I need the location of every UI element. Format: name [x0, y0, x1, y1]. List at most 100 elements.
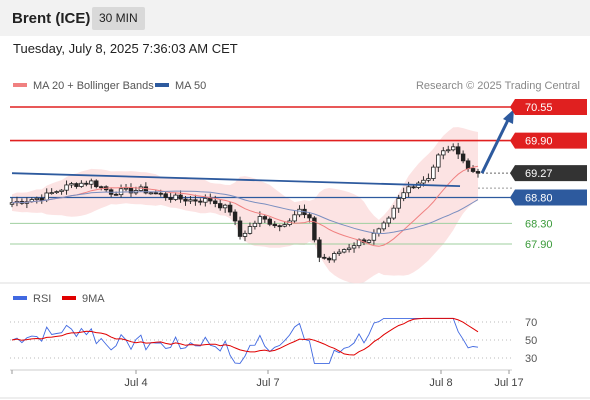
candle-body-37 [193, 199, 198, 202]
ma50-line [11, 190, 479, 234]
candle-body-29 [153, 192, 158, 195]
candle-body-45 [232, 211, 238, 222]
candle-body-61 [312, 217, 317, 241]
rsi-level-label-0: 70 [525, 317, 537, 329]
candle-body-30 [158, 192, 163, 195]
level-tag-2 [510, 165, 587, 182]
candle-body-88 [446, 149, 451, 152]
legend-ma9: 9MA [62, 293, 105, 305]
instrument-title: Brent (ICE) [12, 10, 91, 27]
candle-body-68 [346, 247, 352, 250]
candle-body-50 [257, 216, 263, 224]
candle-body-40 [208, 197, 213, 202]
ma20-line [11, 165, 479, 247]
candle-body-67 [341, 249, 347, 253]
legend-ma9-label: 9MA [82, 293, 105, 305]
rsi-swatch [13, 296, 27, 301]
candle-body-43 [222, 204, 228, 209]
candle-body-90 [455, 146, 461, 155]
candle-body-52 [267, 218, 272, 225]
legend-rsi-label: RSI [33, 293, 52, 305]
candle-body-76 [386, 217, 391, 224]
candle-body-23 [123, 187, 129, 190]
bollinger-band [12, 127, 478, 284]
candle-body-13 [74, 183, 79, 187]
trendline [11, 172, 461, 187]
candle-body-17 [94, 180, 99, 188]
rsi-line [11, 317, 479, 364]
candle-body-66 [336, 251, 342, 254]
timeframe-button[interactable]: 30 MIN [92, 7, 145, 30]
candle-body-55 [282, 224, 287, 227]
rsi-level-label-2: 30 [525, 353, 537, 365]
candle-body-5 [34, 197, 39, 200]
rsi-ma9-line [11, 317, 479, 356]
level-tag-0 [510, 99, 587, 115]
candle-body-42 [218, 203, 223, 209]
candle-body-80 [406, 186, 411, 194]
candle-body-36 [188, 199, 193, 202]
legend-ma20: MA 20 + Bollinger Bands [13, 80, 154, 92]
chart-datetime: Tuesday, July 8, 2025 7:36:03 AM CET [13, 41, 238, 56]
x-label-0: Jul 4 [124, 377, 147, 389]
candle-body-94 [475, 171, 481, 174]
candle-body-6 [39, 197, 44, 201]
candle-body-63 [322, 256, 327, 259]
candle-body-85 [431, 166, 436, 179]
candle-body-7 [44, 192, 49, 201]
legend-rsi: RSI [13, 293, 51, 305]
candle-body-57 [292, 214, 297, 222]
ma50-swatch [155, 83, 169, 88]
candle-body-34 [178, 194, 183, 200]
candle-body-46 [237, 220, 243, 237]
candle-body-81 [411, 186, 416, 189]
ma9-swatch [62, 296, 76, 301]
candle-body-60 [307, 214, 312, 219]
level-tag-3 [510, 189, 587, 206]
level-label-2: 69.27 [525, 168, 553, 180]
candle-body-78 [396, 198, 401, 209]
candle-body-89 [451, 146, 456, 151]
candle-body-74 [376, 228, 382, 234]
candle-body-51 [262, 216, 268, 220]
candle-body-38 [198, 200, 203, 203]
candle-body-11 [64, 184, 69, 191]
candle-body-54 [277, 225, 282, 228]
candle-body-83 [421, 179, 426, 184]
level-label-5: 67.90 [525, 239, 553, 251]
candle-body-92 [465, 160, 471, 169]
candle-body-79 [401, 192, 406, 199]
candle-body-58 [297, 208, 302, 216]
candle-body-14 [79, 182, 84, 187]
candle-body-10 [59, 189, 64, 192]
candle-body-16 [89, 180, 94, 185]
candle-body-0 [9, 202, 15, 205]
legend-ma50-label: MA 50 [175, 80, 207, 92]
x-label-2: Jul 8 [429, 377, 452, 389]
candle-body-27 [143, 186, 149, 194]
candle-body-12 [69, 183, 74, 186]
candle-body-49 [252, 222, 258, 227]
x-label-1: Jul 7 [256, 377, 279, 389]
candle-body-21 [113, 193, 119, 196]
candle-body-91 [460, 153, 466, 162]
candle-body-69 [351, 245, 357, 249]
level-label-1: 69.90 [525, 136, 553, 148]
forecast-arrow-head [503, 109, 514, 124]
candle-body-44 [227, 204, 233, 213]
candle-body-87 [441, 150, 446, 156]
candle-body-64 [327, 257, 332, 261]
candle-body-72 [366, 239, 372, 243]
candle-body-75 [381, 222, 387, 230]
candle-body-41 [213, 200, 218, 204]
level-label-4: 68.30 [525, 218, 553, 230]
candle-body-31 [163, 193, 168, 198]
ma20-swatch [13, 83, 27, 88]
candle-body-62 [317, 239, 322, 258]
legend-ma50: MA 50 [155, 80, 206, 92]
candle-body-35 [183, 198, 188, 202]
level-tag-1 [510, 132, 587, 149]
rsi-level-label-1: 50 [525, 335, 537, 347]
forecast-arrow-shaft [480, 119, 510, 174]
